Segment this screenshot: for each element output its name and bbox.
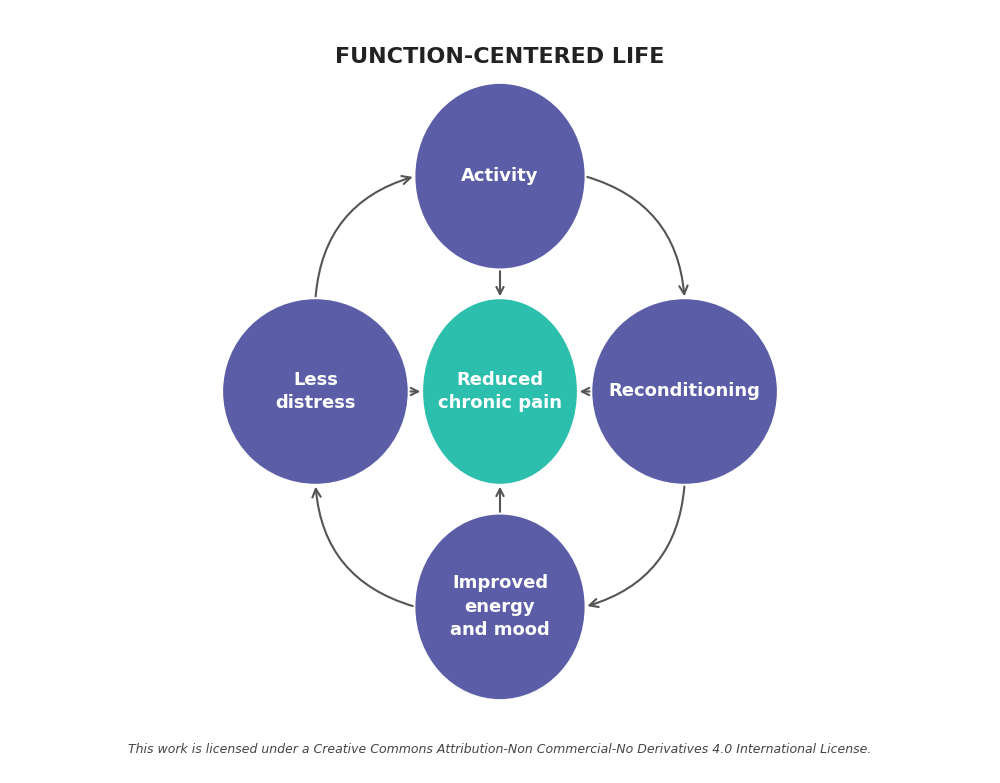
Text: Improved
energy
and mood: Improved energy and mood (450, 574, 550, 640)
FancyArrowPatch shape (410, 388, 418, 395)
Ellipse shape (592, 299, 777, 484)
Text: Reduced
chronic pain: Reduced chronic pain (438, 370, 562, 413)
Text: Activity: Activity (461, 167, 539, 185)
FancyArrowPatch shape (496, 489, 504, 512)
FancyArrowPatch shape (582, 388, 590, 395)
FancyArrowPatch shape (496, 271, 504, 294)
Text: FUNCTION-CENTERED LIFE: FUNCTION-CENTERED LIFE (335, 47, 665, 67)
Ellipse shape (415, 514, 585, 699)
Ellipse shape (415, 84, 585, 269)
Text: Reconditioning: Reconditioning (609, 383, 761, 400)
Text: Less
distress: Less distress (275, 370, 356, 413)
Ellipse shape (423, 299, 577, 484)
Text: This work is licensed under a Creative Commons Attribution-Non Commercial-No Der: This work is licensed under a Creative C… (128, 742, 872, 756)
Ellipse shape (223, 299, 408, 484)
